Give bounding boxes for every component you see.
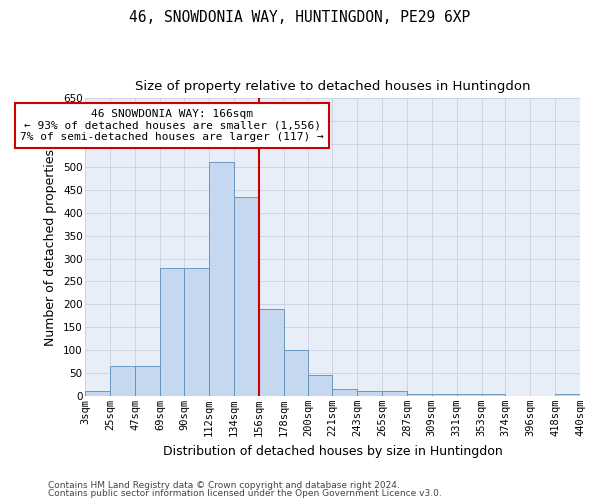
Y-axis label: Number of detached properties: Number of detached properties xyxy=(44,148,58,346)
Bar xyxy=(357,392,382,396)
Bar xyxy=(308,376,332,396)
Bar xyxy=(259,309,284,396)
Bar xyxy=(110,366,135,396)
Text: Contains HM Land Registry data © Crown copyright and database right 2024.: Contains HM Land Registry data © Crown c… xyxy=(48,481,400,490)
Bar xyxy=(332,389,357,396)
Title: Size of property relative to detached houses in Huntingdon: Size of property relative to detached ho… xyxy=(135,80,530,93)
Bar xyxy=(555,394,580,396)
Bar xyxy=(184,268,209,396)
Bar xyxy=(160,268,184,396)
Bar xyxy=(234,197,259,396)
Bar xyxy=(284,350,308,396)
Bar xyxy=(482,394,505,396)
Bar xyxy=(209,162,234,396)
Bar xyxy=(407,394,432,396)
Text: 46 SNOWDONIA WAY: 166sqm
← 93% of detached houses are smaller (1,556)
7% of semi: 46 SNOWDONIA WAY: 166sqm ← 93% of detach… xyxy=(20,108,324,142)
X-axis label: Distribution of detached houses by size in Huntingdon: Distribution of detached houses by size … xyxy=(163,444,503,458)
Bar xyxy=(85,392,110,396)
Text: Contains public sector information licensed under the Open Government Licence v3: Contains public sector information licen… xyxy=(48,488,442,498)
Bar xyxy=(432,394,457,396)
Bar xyxy=(382,392,407,396)
Text: 46, SNOWDONIA WAY, HUNTINGDON, PE29 6XP: 46, SNOWDONIA WAY, HUNTINGDON, PE29 6XP xyxy=(130,10,470,25)
Bar xyxy=(135,366,160,396)
Bar xyxy=(457,394,482,396)
